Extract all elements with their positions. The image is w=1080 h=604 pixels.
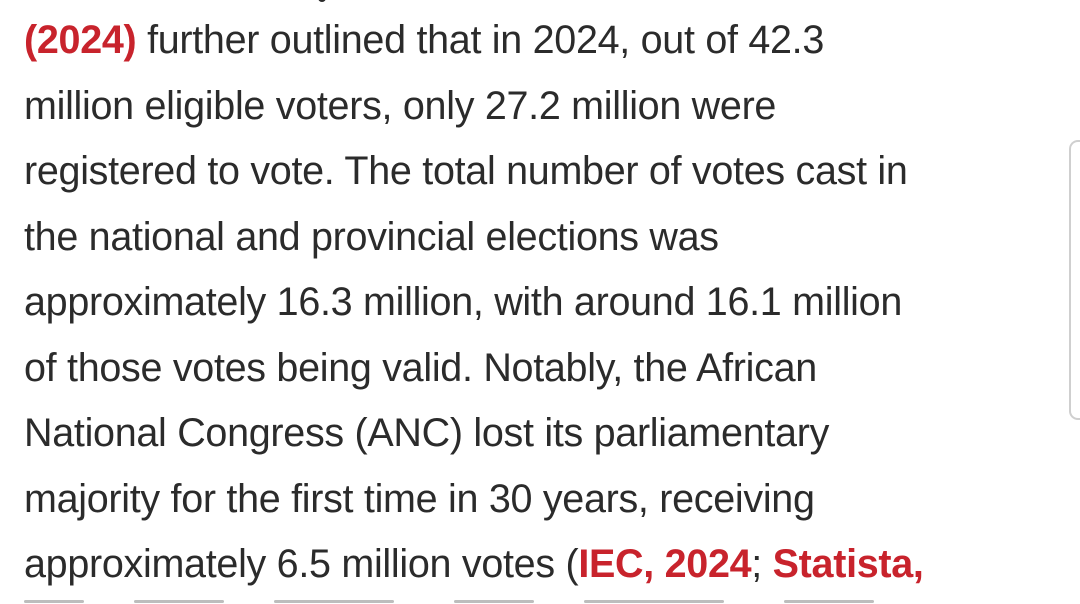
line-text: further outlined that in 2024, out of 42… (136, 18, 825, 62)
scroll-handle[interactable] (1069, 140, 1080, 420)
article-paragraph: (2024) further outlined that in 2024, ou… (24, 8, 1054, 598)
paragraph-line: million eligible voters, only 27.2 milli… (24, 83, 777, 128)
paragraph-line: of those votes being valid. Notably, the… (24, 345, 817, 390)
clipped-text-fragment (318, 0, 326, 2)
paragraph-line: majority for the first time in 30 years,… (24, 476, 815, 521)
paragraph-line: National Congress (ANC) lost its parliam… (24, 411, 830, 455)
paragraph-line: registered to vote. The total number of … (24, 149, 908, 193)
paragraph-line: approximately 16.3 million, with around … (24, 280, 902, 324)
paragraph-line: approximately 6.5 million votes (IEC, 20… (24, 532, 1054, 598)
clipped-next-line (24, 596, 1024, 604)
paragraph-line: the national and provincial elections wa… (24, 214, 719, 259)
line-text: approximately 6.5 million votes ( (24, 542, 579, 586)
citation-link-statista[interactable]: Statista, (772, 542, 924, 586)
paragraph-line: (2024) further outlined that in 2024, ou… (24, 8, 1054, 74)
citation-link[interactable]: (2024) (24, 18, 137, 62)
citation-separator: ; (751, 542, 773, 586)
citation-link-iec[interactable]: IEC, 2024 (578, 542, 752, 586)
